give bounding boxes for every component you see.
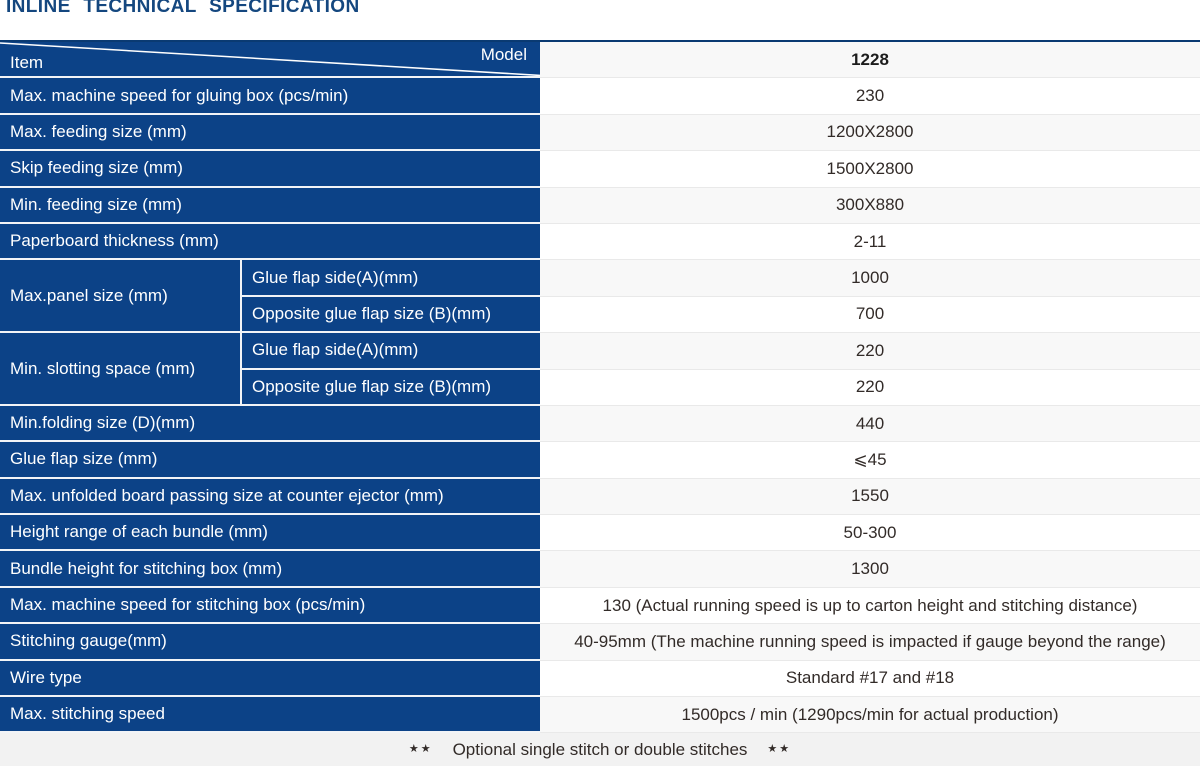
group-sub-label: Opposite glue flap size (B)(mm) xyxy=(240,369,540,406)
row-label: Min.folding size (D)(mm) xyxy=(0,405,540,443)
row-value: 230 xyxy=(540,78,1200,115)
row-value: 40-95mm (The machine running speed is im… xyxy=(540,624,1200,661)
diagonal-divider-line xyxy=(0,42,540,77)
row-label: Bundle height for stitching box (mm) xyxy=(0,551,540,588)
row-value: Standard #17 and #18 xyxy=(540,660,1200,698)
row-label: Min. feeding size (mm) xyxy=(0,187,540,224)
row-label: Max. feeding size (mm) xyxy=(0,114,540,152)
header-model-label: Model xyxy=(480,45,527,64)
group-sub-label: Glue flap side(A)(mm) xyxy=(240,333,540,370)
row-label: Paperboard thickness (mm) xyxy=(0,223,540,261)
row-value: 130 (Actual running speed is up to carto… xyxy=(540,587,1200,625)
row-label: Height range of each bundle (mm) xyxy=(0,515,540,552)
row-value: 1200X2800 xyxy=(540,114,1200,152)
group-sub-label: Glue flap side(A)(mm) xyxy=(240,260,540,297)
group-label: Min. slotting space (mm) xyxy=(0,333,240,406)
row-value: 700 xyxy=(540,296,1200,334)
row-value: 50-300 xyxy=(540,515,1200,552)
row-label: Max. stitching speed xyxy=(0,697,540,734)
footer-stars-left: ★★ xyxy=(408,743,433,756)
row-value: 1300 xyxy=(540,551,1200,588)
row-label: Max. machine speed for stitching box (pc… xyxy=(0,587,540,625)
header-item-label: Item xyxy=(10,53,44,73)
row-label: Skip feeding size (mm) xyxy=(0,151,540,188)
row-value: 1500X2800 xyxy=(540,151,1200,188)
row-value: ⩽45 xyxy=(540,442,1200,479)
row-label: Glue flap size (mm) xyxy=(0,442,540,479)
spec-table: Item Model 1228 Max. machine speed for g… xyxy=(0,40,1200,768)
row-value: 220 xyxy=(540,369,1200,406)
row-value: 2-11 xyxy=(540,223,1200,261)
row-label: Wire type xyxy=(0,660,540,698)
row-value: 220 xyxy=(540,333,1200,370)
group-sub-label: Opposite glue flap size (B)(mm) xyxy=(240,296,540,334)
footer-note: ★★ Optional single stitch or double stit… xyxy=(0,733,1200,768)
row-label: Stitching gauge(mm) xyxy=(0,624,540,661)
footer-note-text: Optional single stitch or double stitche… xyxy=(452,739,748,759)
row-value: 300X880 xyxy=(540,187,1200,224)
row-value: 1000 xyxy=(540,260,1200,297)
group-label: Max.panel size (mm) xyxy=(0,260,240,334)
footer-stars-right: ★★ xyxy=(767,743,792,756)
row-value: 1550 xyxy=(540,478,1200,516)
row-value: 1500pcs / min (1290pcs/min for actual pr… xyxy=(540,697,1200,734)
header-item-model-cell: Item Model xyxy=(0,42,540,79)
row-value: 440 xyxy=(540,405,1200,443)
row-label: Max. machine speed for gluing box (pcs/m… xyxy=(0,78,540,115)
row-label: Max. unfolded board passing size at coun… xyxy=(0,478,540,516)
page-title: INLINE TECHNICAL SPECIFICATION xyxy=(6,0,360,17)
model-number-value: 1228 xyxy=(540,42,1200,79)
